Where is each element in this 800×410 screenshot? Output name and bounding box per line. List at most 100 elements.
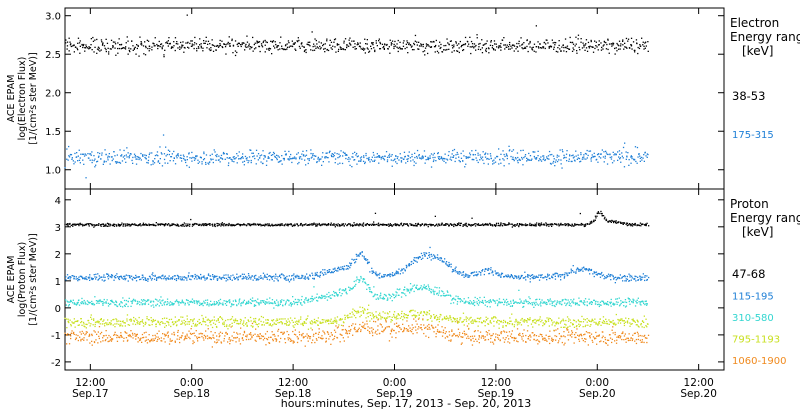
data-point [303,301,305,303]
data-point [580,222,582,225]
data-point [158,223,160,226]
data-point [268,157,270,159]
data-point [260,315,263,318]
data-point [338,48,340,51]
data-point [210,300,212,302]
data-point [154,319,157,321]
data-point [333,223,335,225]
data-point [267,156,269,158]
data-point [328,271,330,273]
data-point [274,302,277,304]
data-point [462,274,464,276]
data-point [315,225,317,227]
data-point [458,47,460,49]
data-point [475,271,478,273]
data-point [252,279,254,281]
data-point [238,276,240,278]
data-point [272,225,274,227]
data-point [355,283,357,286]
data-point [576,267,579,269]
data-point [603,40,605,43]
data-point [452,302,455,304]
data-point [242,153,244,155]
data-point [216,155,218,158]
data-point [586,50,589,52]
data-point [109,225,111,227]
data-point [585,39,588,41]
data-point [193,47,195,50]
data-point [320,271,322,273]
data-point [455,41,457,43]
data-point [405,267,408,269]
data-point [153,162,156,164]
data-point [246,324,248,326]
data-point [492,163,494,165]
data-point [342,268,344,270]
data-point [164,326,166,328]
data-point [138,55,140,57]
data-point [375,42,377,44]
data-point [87,276,89,278]
data-point [366,157,368,160]
data-point [642,44,644,46]
data-point [458,51,460,54]
data-point [90,316,92,318]
data-point [387,299,389,301]
data-point [200,47,202,49]
data-point [148,156,150,158]
data-point [87,303,89,306]
data-point [216,326,218,328]
data-point [220,225,222,227]
data-point [454,224,456,226]
data-point [195,276,197,278]
data-point [122,306,124,308]
data-point [362,225,364,227]
data-point [437,152,439,155]
data-point [261,46,264,48]
data-point [626,278,629,280]
data-point [620,222,622,224]
data-point [604,302,607,304]
data-point [420,43,422,45]
data-point [542,155,544,157]
data-point [141,224,143,226]
data-point [283,299,285,302]
data-point [350,263,352,265]
data-point [118,304,120,306]
data-point [433,293,435,296]
data-point [399,153,401,155]
data-point [103,160,105,162]
data-point [487,163,489,165]
data-point [259,302,261,304]
data-point [467,297,470,299]
data-point [313,222,315,224]
data-point [343,265,346,267]
data-point [548,158,550,160]
data-point [430,288,432,291]
data-point [124,277,126,279]
data-point [533,50,535,52]
data-point [453,50,455,52]
data-point [420,252,423,255]
data-point [605,218,607,220]
data-point [605,150,607,152]
data-point [104,276,106,278]
data-point [600,157,602,159]
data-point [553,158,555,160]
data-point [127,225,129,227]
data-point [277,280,279,282]
data-point [237,45,239,47]
data-point [411,153,413,156]
data-point [627,40,629,42]
data-point [470,52,472,55]
data-point [454,269,457,271]
data-point [557,275,559,277]
data-point [196,278,198,280]
data-point [209,303,211,305]
data-point [255,323,257,325]
data-point [310,49,312,51]
data-point [548,225,550,227]
data-point [166,301,169,303]
data-point [482,151,484,153]
data-point [304,275,306,277]
